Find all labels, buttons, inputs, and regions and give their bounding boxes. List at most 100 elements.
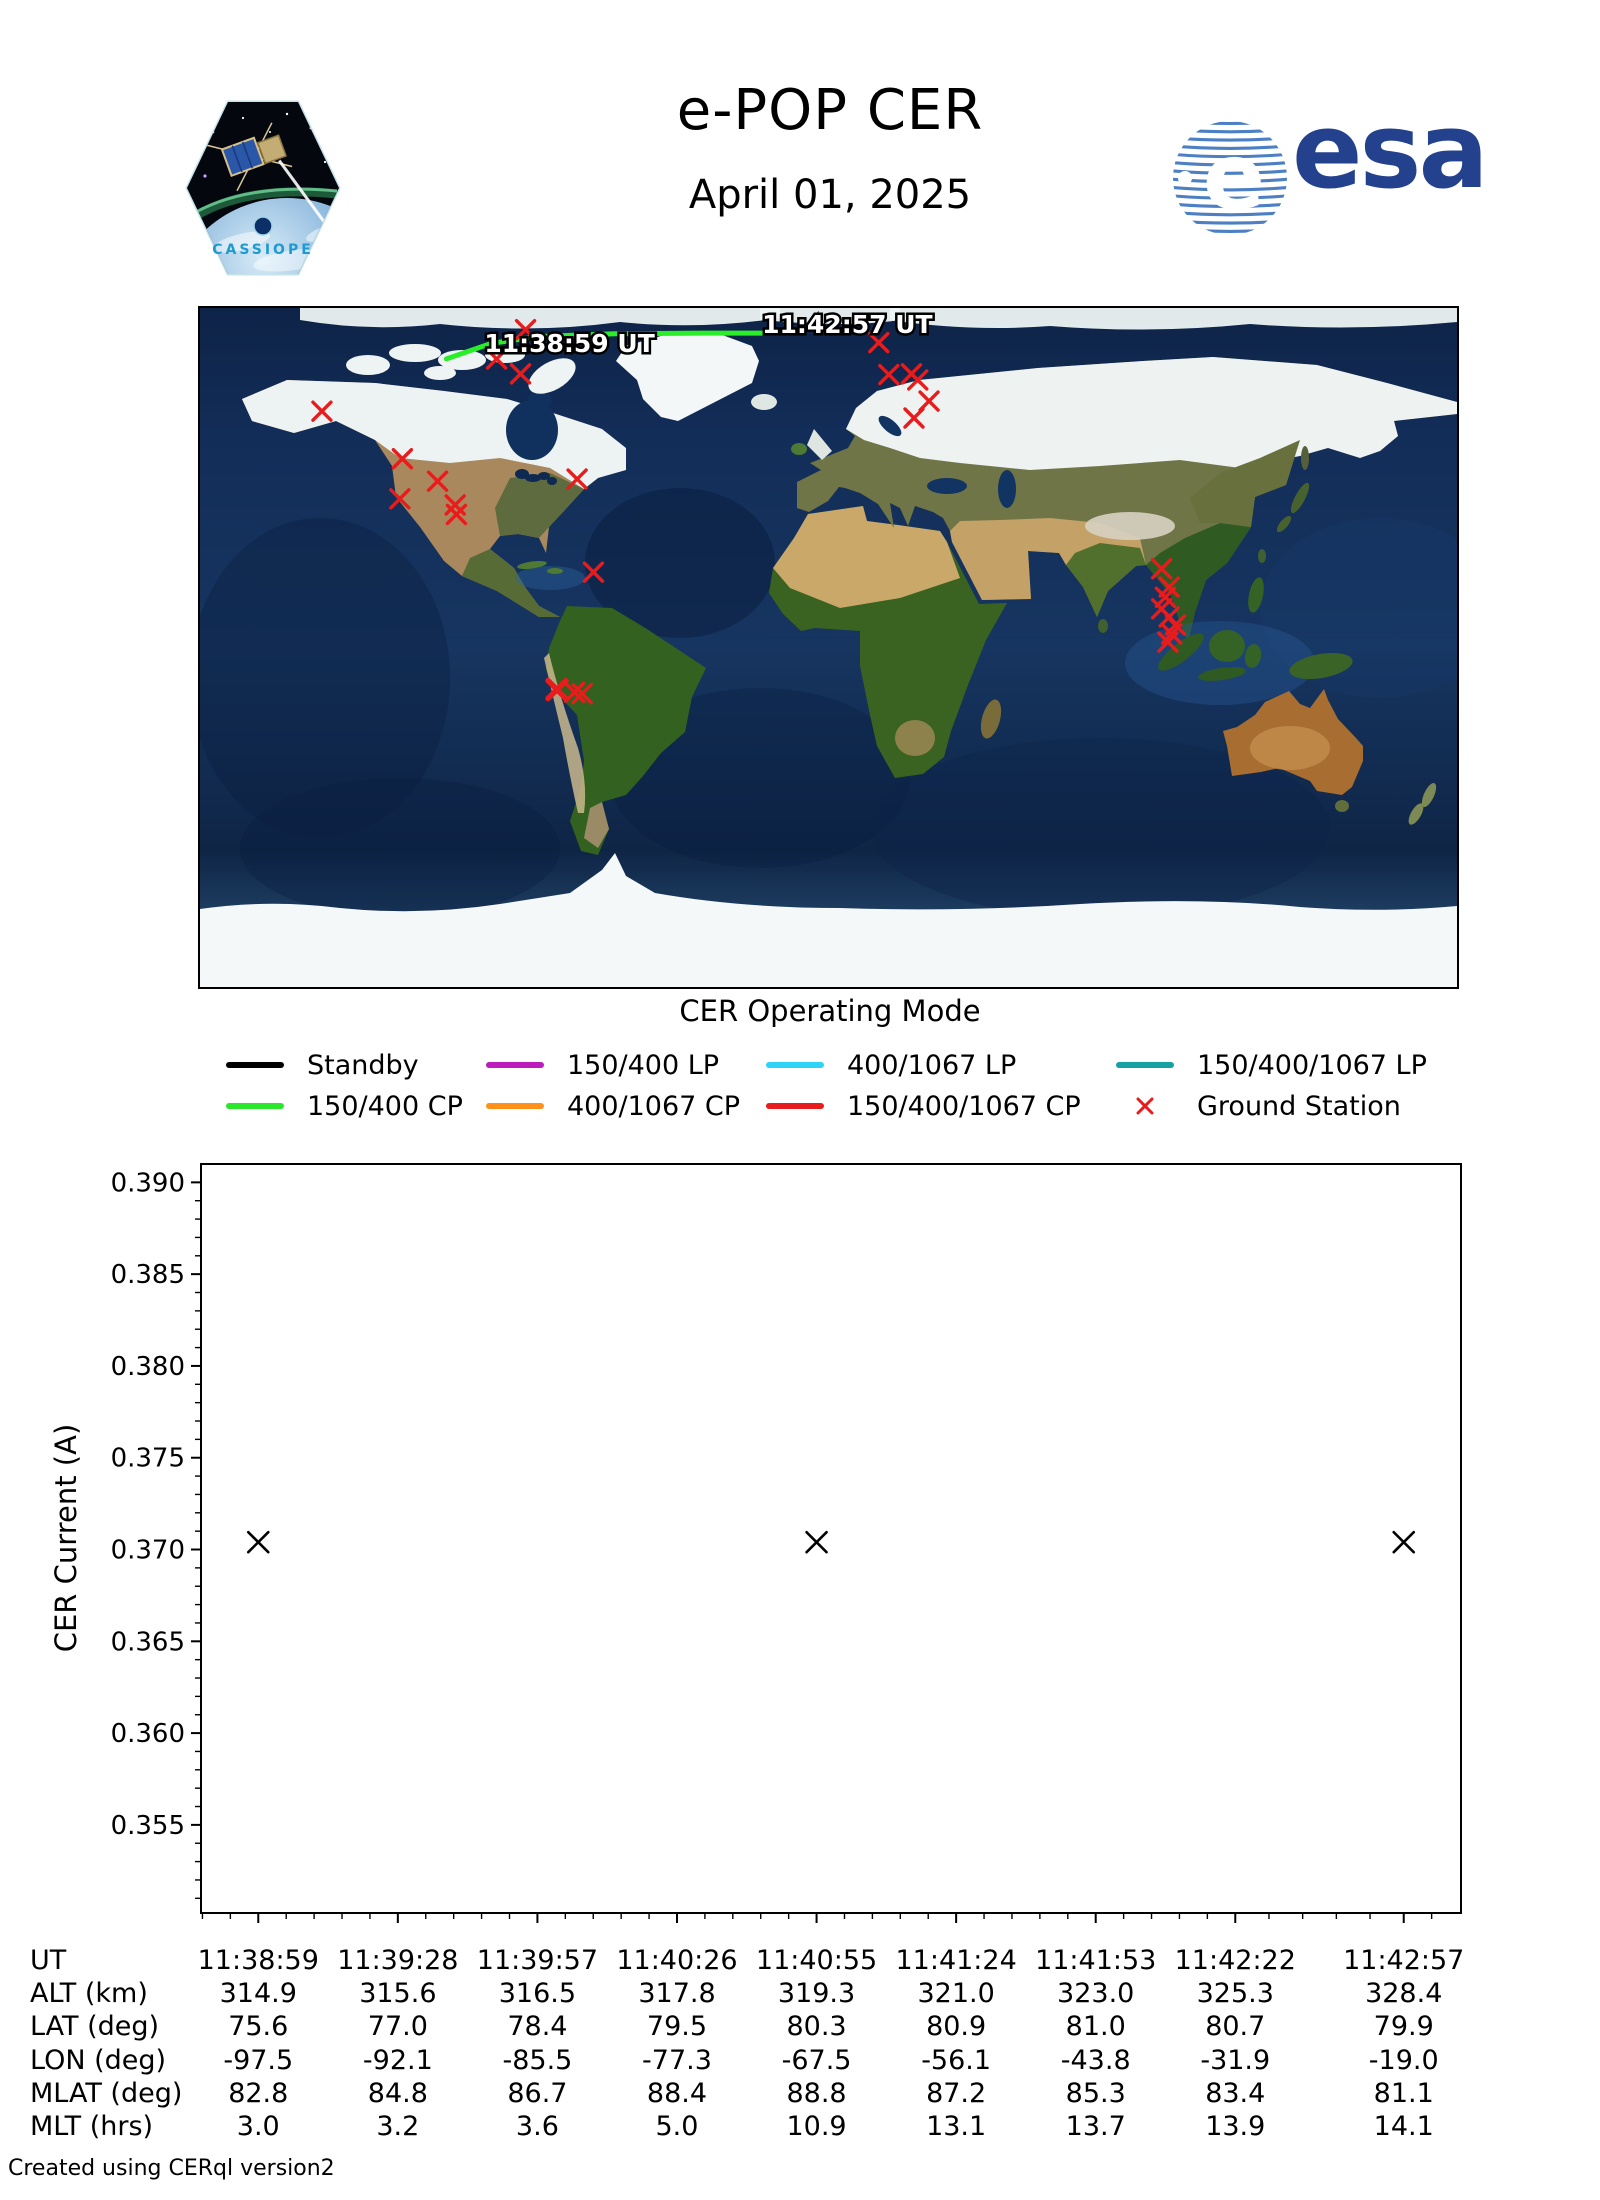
ground-station-marker — [903, 407, 925, 429]
ground-station-marker — [485, 348, 508, 370]
page-date: April 01, 2025 — [688, 172, 972, 218]
table-cell: -97.5 — [223, 2044, 294, 2076]
cassiope-mission-patch: CASSIOPE — [183, 92, 343, 284]
y-tick-label: 0.390 — [111, 1168, 185, 1198]
legend-item-label: 400/1067 LP — [847, 1049, 1017, 1081]
table-cell: 11:39:57 — [476, 1945, 599, 1976]
table-cell: 10.9 — [786, 2111, 847, 2142]
y-tick-label: 0.365 — [111, 1627, 185, 1657]
legend-item-label: 150/400/1067 CP — [847, 1090, 1081, 1122]
table-cell: 88.4 — [646, 2077, 708, 2109]
table-cell: 84.8 — [367, 2077, 428, 2109]
ground-station-marker — [389, 488, 411, 510]
track-time-label: 11:38:59 UT — [484, 329, 654, 358]
ground-station-marker — [907, 369, 929, 391]
data-point-marker — [246, 1530, 270, 1554]
table-cell: 323.0 — [1057, 1978, 1135, 2010]
legend-item: 400/1067 LP — [765, 1048, 1016, 1082]
y-tick-label: 0.360 — [111, 1719, 185, 1749]
table-cell: -43.8 — [1060, 2044, 1131, 2076]
y-tick-label: 0.355 — [111, 1811, 185, 1841]
ground-station-marker — [571, 682, 593, 705]
table-row-label: ALT (km) — [30, 1978, 148, 2010]
y-tick-label: 0.375 — [111, 1444, 185, 1474]
y-tick-label: 0.370 — [111, 1536, 185, 1566]
table-cell: -67.5 — [781, 2044, 852, 2076]
ground-station-marker — [545, 677, 569, 702]
table-cell: 328.4 — [1365, 1978, 1443, 2010]
legend-item: Ground Station — [1115, 1089, 1401, 1123]
table-cell: 315.6 — [359, 1978, 437, 2010]
ground-station-marker — [918, 390, 940, 412]
table-cell: 11:42:22 — [1174, 1945, 1296, 1976]
table-cell: 80.3 — [786, 2011, 847, 2043]
table-cell: 3.6 — [515, 2111, 559, 2142]
table-cell: 82.8 — [228, 2077, 289, 2109]
table-cell: 87.2 — [926, 2077, 987, 2109]
ground-station-marker — [509, 363, 532, 385]
legend-title: CER Operating Mode — [679, 994, 981, 1028]
table-row-label: MLAT (deg) — [30, 2077, 183, 2109]
track-time-label: 11:42:57 UT — [762, 310, 932, 339]
table-cell: 13.1 — [926, 2111, 987, 2142]
y-axis-label: CER Current (A) — [49, 1423, 83, 1653]
ground-station-marker — [426, 470, 449, 492]
table-cell: 11:41:53 — [1035, 1945, 1157, 1976]
table-cell: -31.9 — [1200, 2044, 1271, 2076]
legend-item-label: 150/400 LP — [567, 1049, 720, 1081]
esa-logo: e esa — [1168, 90, 1489, 248]
legend-x-icon — [1136, 1097, 1154, 1115]
data-point-marker — [1392, 1530, 1416, 1554]
axis-ticks — [191, 1181, 1433, 1923]
legend-item-label: Standby — [307, 1049, 419, 1081]
table-cell: -56.1 — [921, 2044, 992, 2076]
table-cell: 79.5 — [646, 2011, 708, 2043]
table-cell: 11:40:26 — [616, 1945, 738, 1976]
legend-line-swatch — [1116, 1062, 1174, 1068]
ground-station-marker — [563, 681, 586, 704]
table-cell: 11:38:59 — [197, 1945, 319, 1976]
table-cell: 3.0 — [236, 2111, 280, 2142]
table-cell: 321.0 — [917, 1978, 995, 2010]
cassiope-patch-art — [185, 100, 341, 276]
ground-station-marker — [878, 363, 900, 386]
table-cell: 319.3 — [777, 1978, 856, 2010]
cer-current-plot: 0.355 0.360 0.365 0.370 0.375 0.380 0.385 0.390 — [111, 1163, 1462, 1923]
patch-mission-name: CASSIOPE — [212, 242, 314, 258]
data-point-marker — [805, 1530, 828, 1554]
ground-station-marker — [582, 561, 605, 583]
legend-ground-station-icon — [1136, 1097, 1154, 1115]
ground-station-marker — [1154, 586, 1177, 608]
y-tick-label: 0.380 — [111, 1352, 185, 1382]
legend-item-label: 400/1067 CP — [567, 1090, 741, 1122]
table-cell: 83.4 — [1205, 2077, 1266, 2109]
table-cell: 316.5 — [498, 1978, 577, 2010]
table-row-label: LAT (deg) — [30, 2011, 160, 2043]
legend-item: 150/400 CP — [225, 1089, 463, 1123]
ground-station-marker — [391, 448, 414, 470]
ground-station-marker — [1157, 631, 1179, 653]
legend-item-label: 150/400 CP — [307, 1090, 463, 1122]
plot-border — [200, 1163, 1462, 1914]
table-cell: 86.7 — [507, 2077, 568, 2109]
legend-line-swatch — [486, 1103, 544, 1109]
legend-line-swatch — [766, 1103, 824, 1109]
table-cell: 325.3 — [1196, 1978, 1274, 2010]
table-cell: 13.7 — [1065, 2111, 1126, 2142]
y-tick-label: 0.385 — [111, 1260, 185, 1290]
ground-station-marker — [311, 400, 333, 422]
table-cell: 11:39:28 — [337, 1945, 459, 1976]
legend-item: Standby — [225, 1048, 419, 1082]
satellite-art — [205, 122, 339, 254]
orbit-track — [443, 330, 765, 362]
world-map: 11:38:59 UT 11:42:57 UT — [198, 306, 1459, 989]
legend-item: 150/400 LP — [485, 1048, 719, 1082]
table-cell: -19.0 — [1368, 2044, 1439, 2076]
table-cell: 81.0 — [1065, 2011, 1126, 2043]
table-cell: 81.1 — [1373, 2077, 1434, 2109]
legend-item: 400/1067 CP — [485, 1089, 740, 1123]
ground-station-marker — [514, 319, 537, 341]
table-cell: 3.2 — [376, 2111, 420, 2142]
ground-station-marker — [868, 331, 890, 354]
esa-logo-wordmark: esa — [1292, 90, 1489, 212]
